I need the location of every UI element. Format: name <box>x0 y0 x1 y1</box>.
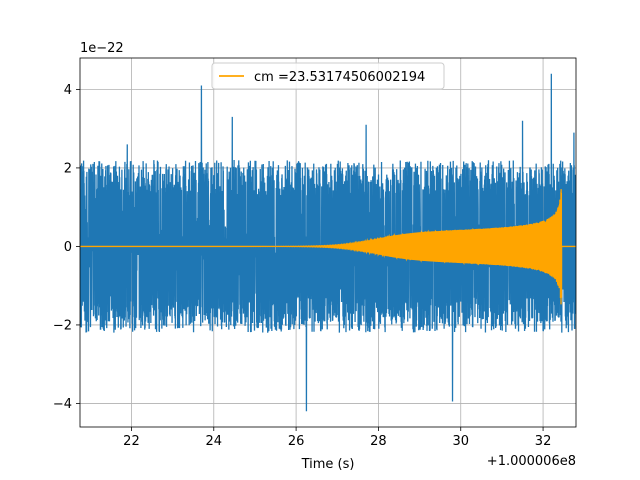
legend-label-cm: cm =23.53174506002194 <box>254 70 425 85</box>
x-tick-label: 26 <box>288 434 305 449</box>
x-tick-label: 28 <box>370 434 387 449</box>
y-tick-label: 4 <box>64 83 72 98</box>
y-axis-ticks: −4 −2 0 2 4 <box>53 83 80 412</box>
y-tick-label: −4 <box>53 397 72 412</box>
y-tick-label: 2 <box>64 161 72 176</box>
legend: cm =23.53174506002194 <box>211 62 445 90</box>
x-tick-label: 24 <box>206 434 223 449</box>
x-tick-label: 30 <box>452 434 469 449</box>
x-tick-label: 32 <box>535 434 552 449</box>
plot-frame <box>79 57 577 428</box>
y-tick-label: −2 <box>53 318 72 333</box>
x-tick-label: 22 <box>123 434 140 449</box>
x-offset-label: +1.000006e8 <box>487 454 576 469</box>
y-tick-label: 0 <box>64 240 72 255</box>
series-layer <box>80 73 576 412</box>
x-axis-ticks: 22 24 26 28 30 32 <box>123 427 551 449</box>
series-chirp-cm <box>80 189 576 305</box>
x-axis-label: Time (s) <box>301 457 355 472</box>
y-scale-label: 1e−22 <box>80 41 124 56</box>
legend-box <box>211 62 445 90</box>
